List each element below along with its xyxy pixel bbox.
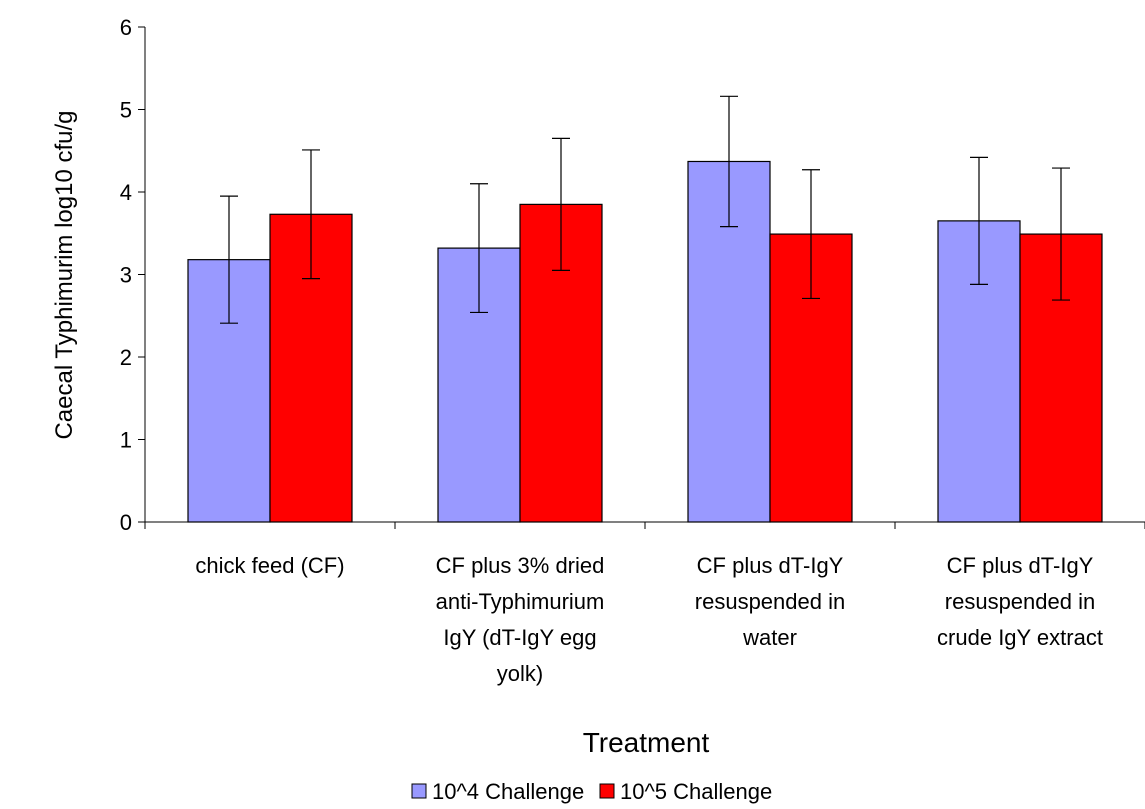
y-tick-label: 0 xyxy=(120,510,132,535)
x-category-label-line: CF plus dT-IgY xyxy=(697,553,844,578)
x-category-label-line: yolk) xyxy=(497,661,543,686)
bar-2-3 xyxy=(769,233,853,523)
x-category-label-line: resuspended in xyxy=(695,589,845,614)
tick-labels: 0 1 2 3 4 5 6 chick feed (CF) CF plus 3% dried an… xyxy=(120,15,1103,686)
x-category-label: CF plus dT-IgY resuspended in water xyxy=(695,553,845,650)
x-category-label-line: resuspended in xyxy=(945,589,1095,614)
y-axis-title: Caecal Typhimurim log10 cfu/g xyxy=(51,110,78,439)
legend-label-series-1: 10^4 Challenge xyxy=(432,779,584,804)
y-tick-label: 5 xyxy=(120,98,132,123)
y-tick-label: 3 xyxy=(120,263,132,288)
x-axis-title: Treatment xyxy=(583,727,710,758)
bars xyxy=(187,160,1103,523)
x-category-label-line: anti-Typhimurium xyxy=(436,589,605,614)
legend-label-series-2: 10^5 Challenge xyxy=(620,779,772,804)
error-bars xyxy=(220,95,1070,324)
y-tick-label: 1 xyxy=(120,428,132,453)
x-category-label-line: crude IgY extract xyxy=(937,625,1103,650)
legend-swatch-series-1 xyxy=(411,783,427,799)
x-category-label-line: chick feed (CF) xyxy=(195,553,344,578)
y-tick-label: 4 xyxy=(120,180,132,205)
x-category-label: chick feed (CF) xyxy=(195,553,344,578)
y-tick-label: 2 xyxy=(120,345,132,370)
x-category-label: CF plus dT-IgY resuspended in crude IgY ex… xyxy=(937,553,1103,650)
x-category-label-line: CF plus 3% dried xyxy=(436,553,605,578)
legend-swatch-series-2 xyxy=(599,783,615,799)
x-category-label: CF plus 3% dried anti-Typhimurium IgY (dT-… xyxy=(436,553,605,686)
x-category-label-line: IgY (dT-IgY egg xyxy=(443,625,596,650)
y-tick-label: 6 xyxy=(120,15,132,40)
x-category-label-line: water xyxy=(742,625,797,650)
legend: 10^4 Challenge 10^5 Challenge xyxy=(411,779,772,804)
x-category-label-line: CF plus dT-IgY xyxy=(947,553,1094,578)
